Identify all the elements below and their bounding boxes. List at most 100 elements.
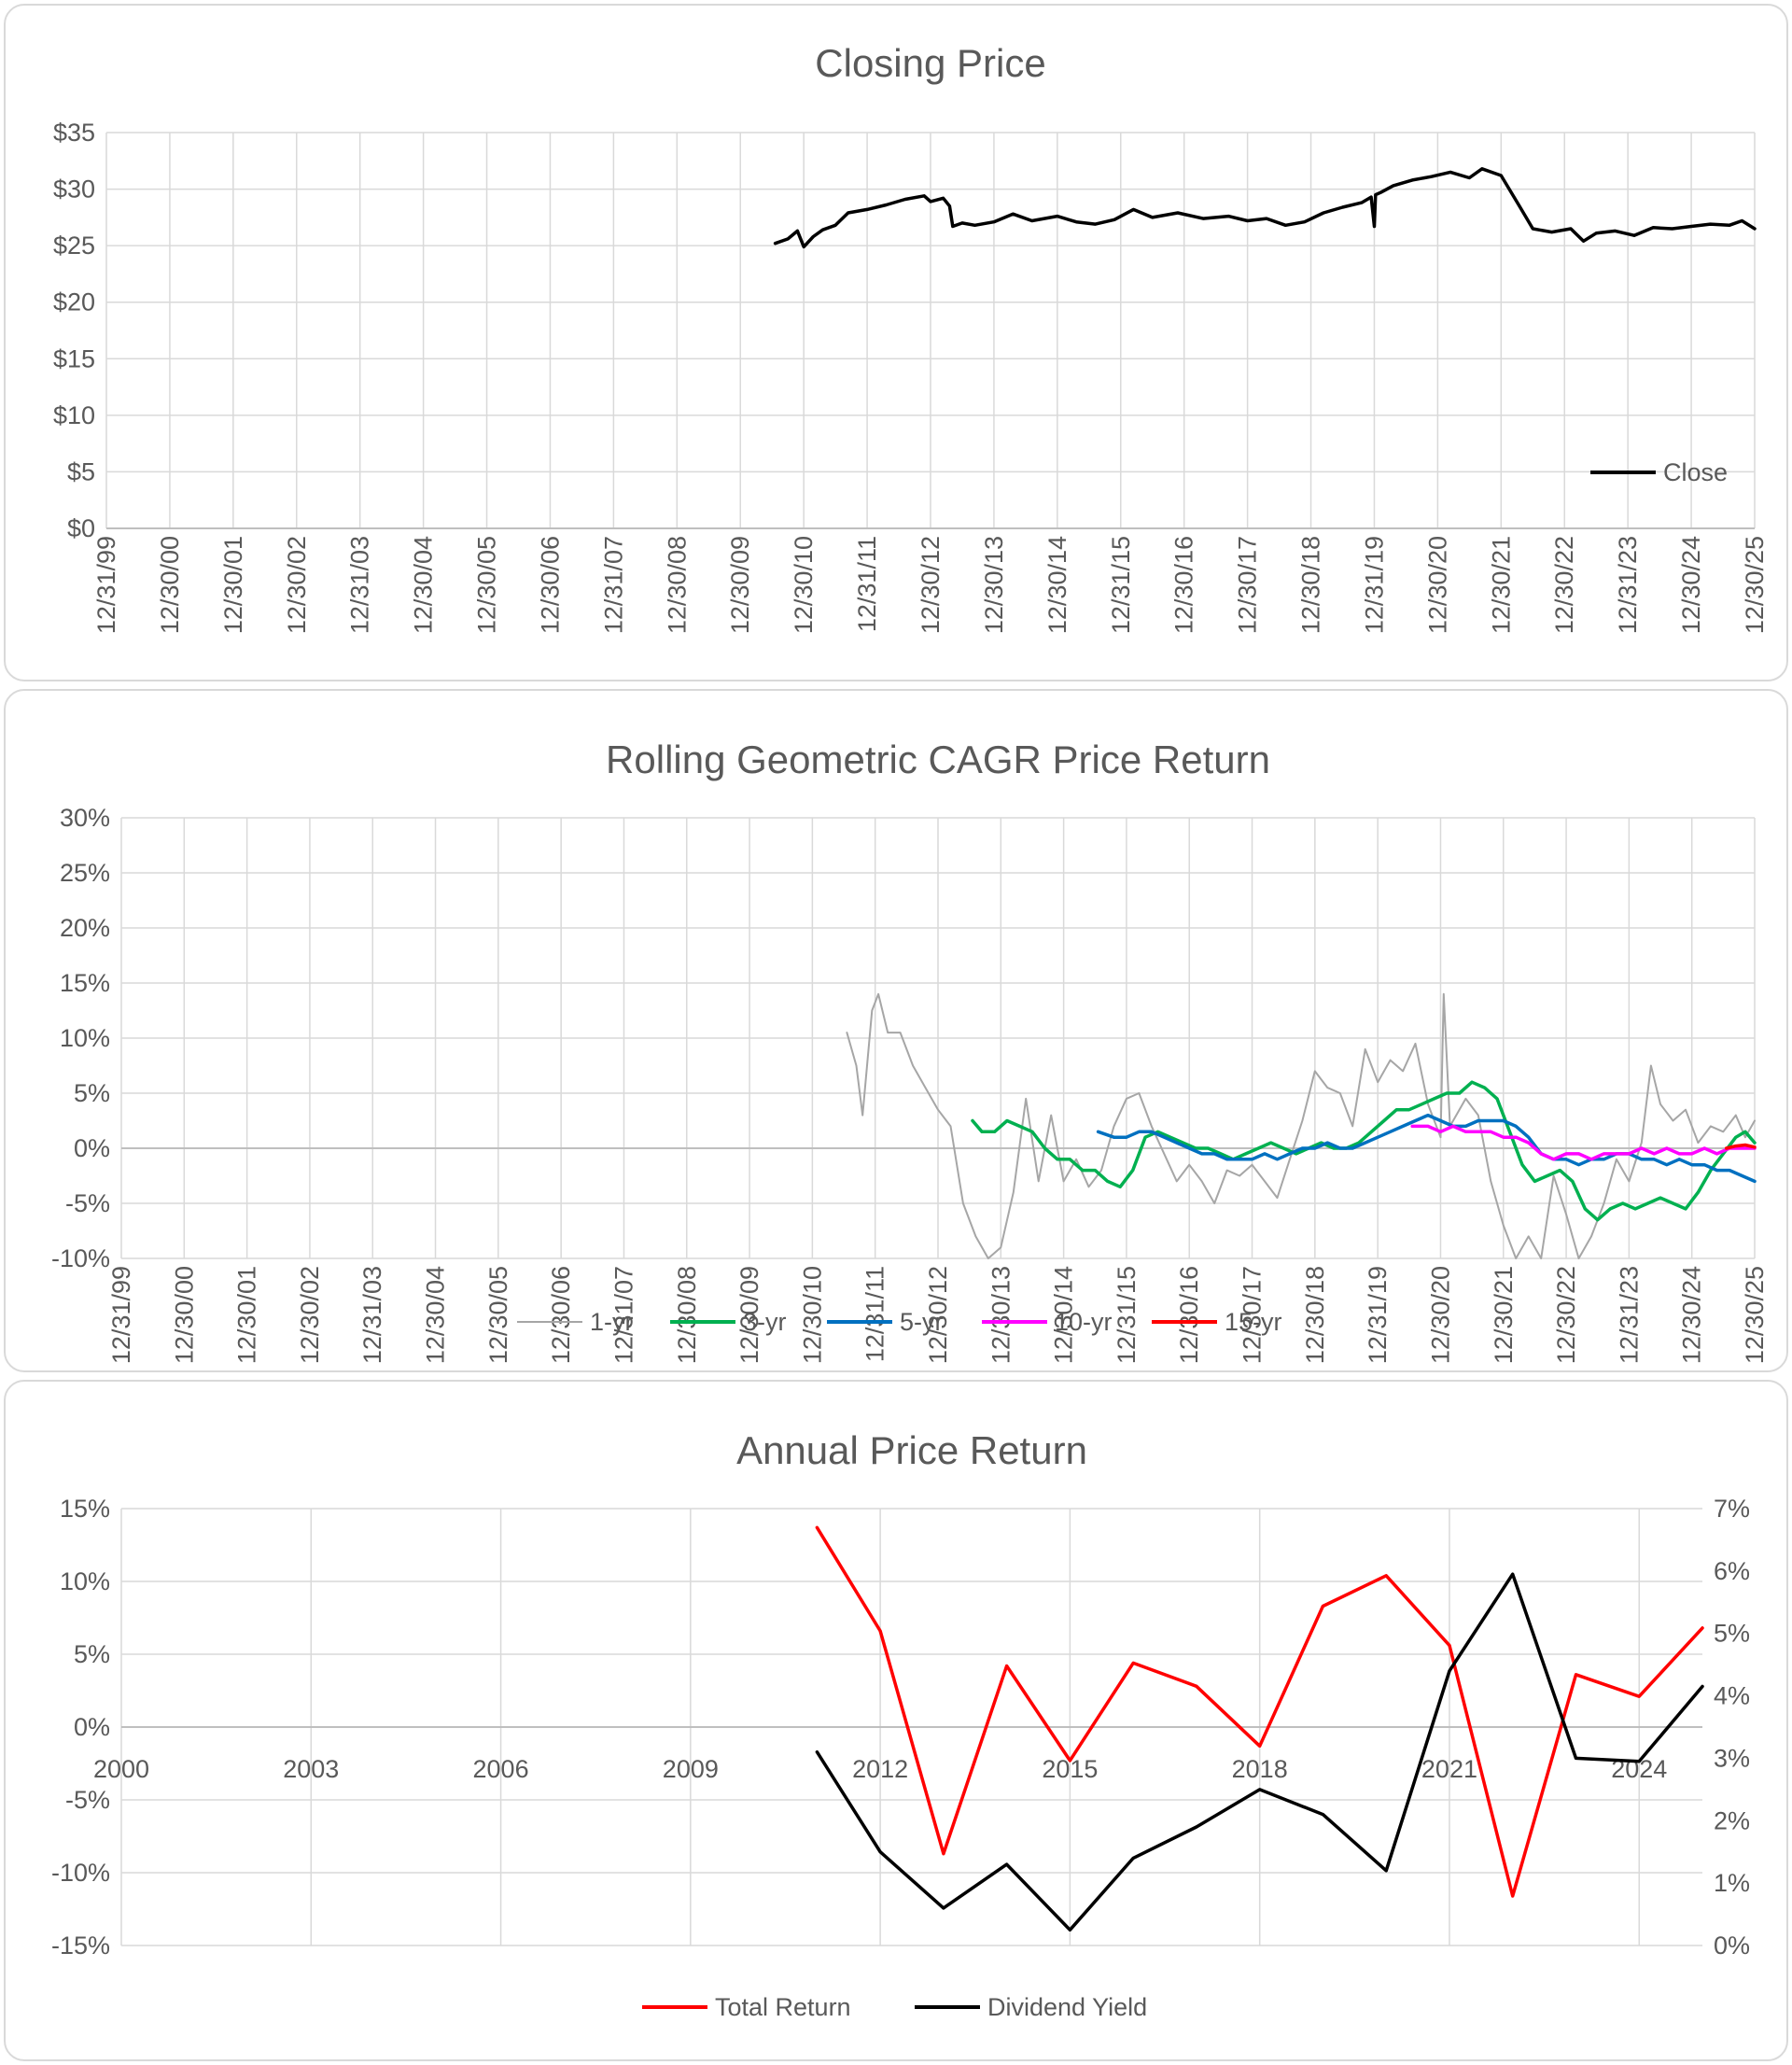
x-tick-label: 12/31/99	[92, 536, 120, 634]
x-tick-label: 12/30/17	[1234, 536, 1262, 634]
legend-label-1-yr: 1-yr	[590, 1308, 634, 1336]
y-tick-label: -15%	[51, 1932, 110, 1960]
x-tick-label: 12/30/08	[663, 536, 691, 634]
y-tick-label: 10%	[60, 1024, 110, 1052]
rolling-cagr-chart-panel: Rolling Geometric CAGR Price Return -10% -…	[4, 689, 1788, 1372]
chart-title: Rolling Geometric CAGR Price Return	[606, 738, 1270, 781]
series-line-1-yr	[846, 992, 1756, 1259]
x-tick-label: 12/31/23	[1614, 536, 1642, 634]
y-tick-label: $20	[53, 288, 95, 316]
x-tick-label: 12/30/00	[156, 536, 184, 634]
y-tick-label: -10%	[51, 1244, 110, 1272]
x-tick-label: 12/31/23	[1615, 1266, 1643, 1364]
x-tick-label: 12/31/15	[1113, 1266, 1141, 1364]
legend-label-15-yr: 15-yr	[1225, 1308, 1282, 1336]
x-tick-label: 12/30/17	[1239, 1266, 1267, 1364]
x-tick-label: 2000	[93, 1755, 149, 1783]
x-tick-label: 12/30/02	[296, 1266, 324, 1364]
closing-price-chart: Closing Price $0 $5 $10 $15 $20 $25 $30 $35 12/31…	[53, 41, 1769, 634]
x-tick-label: 12/30/14	[1050, 1266, 1078, 1364]
y-tick-label: -10%	[51, 1859, 110, 1887]
x-tick-label: 12/30/00	[170, 1266, 198, 1364]
y-tick-label: 0%	[74, 1713, 110, 1741]
x-tick-label: 12/30/05	[473, 536, 501, 634]
legend-label-10-yr: 10-yr	[1055, 1308, 1113, 1336]
rolling-cagr-chart: Rolling Geometric CAGR Price Return -10% -…	[51, 738, 1769, 1364]
x-tick-label: 12/30/25	[1741, 1266, 1769, 1364]
x-tick-label: 12/30/13	[987, 1266, 1015, 1364]
x-tick-label: 2003	[283, 1755, 339, 1783]
y-tick-label: 20%	[60, 914, 110, 942]
series-line-close	[773, 167, 1757, 249]
y-tick-label: 30%	[60, 804, 110, 832]
y2-tick-label: 6%	[1714, 1557, 1750, 1585]
y2-tick-label: 1%	[1714, 1869, 1750, 1897]
x-tick-label: 12/30/22	[1550, 536, 1578, 634]
y-tick-label: $10	[53, 401, 95, 429]
x-tick-label: 12/31/03	[358, 1266, 386, 1364]
series-line-total-return	[815, 1525, 1704, 1898]
chart-title: Closing Price	[815, 41, 1045, 85]
x-tick-label: 12/30/24	[1677, 536, 1705, 634]
x-tick-label: 2006	[473, 1755, 529, 1783]
x-tick-label: 12/30/18	[1297, 536, 1325, 634]
legend-label-dividend-yield: Dividend Yield	[987, 1993, 1147, 2021]
legend-label-5-yr: 5-yr	[900, 1308, 944, 1336]
y-tick-label: 15%	[60, 1495, 110, 1523]
x-tick-label: 12/30/16	[1170, 536, 1198, 634]
y2-tick-label: 2%	[1714, 1806, 1750, 1834]
x-tick-label: 12/30/06	[547, 1266, 575, 1364]
y2-tick-label: 3%	[1714, 1744, 1750, 1772]
x-tick-label: 12/30/04	[410, 536, 438, 634]
x-tick-label: 12/31/19	[1364, 1266, 1392, 1364]
x-tick-label: 12/30/01	[219, 536, 247, 634]
x-tick-label: 12/30/13	[980, 536, 1008, 634]
y-tick-label: 10%	[60, 1567, 110, 1595]
x-tick-label: 12/30/06	[536, 536, 564, 634]
y-tick-label: 25%	[60, 859, 110, 887]
y-tick-label: 5%	[74, 1640, 110, 1668]
y-tick-label: 5%	[74, 1079, 110, 1107]
y-tick-label: 0%	[74, 1134, 110, 1162]
series-line-3-yr	[971, 1080, 1757, 1222]
y2-tick-label: 0%	[1714, 1932, 1750, 1960]
y2-tick-label: 4%	[1714, 1682, 1750, 1710]
x-tick-label: 2018	[1232, 1755, 1288, 1783]
x-tick-label: 12/30/02	[283, 536, 311, 634]
x-tick-label: 12/30/09	[726, 536, 754, 634]
x-tick-label: 2021	[1421, 1755, 1477, 1783]
x-tick-label: 12/30/14	[1043, 536, 1071, 634]
legend-label-close: Close	[1663, 458, 1728, 486]
series-line-15-yr	[1724, 1143, 1757, 1150]
y2-tick-label: 5%	[1714, 1620, 1750, 1648]
y-tick-label: $0	[67, 514, 95, 542]
x-tick-label: 12/31/07	[609, 1266, 637, 1364]
x-tick-label: 12/30/08	[673, 1266, 701, 1364]
x-tick-label: 12/30/10	[790, 536, 818, 634]
x-tick-label: 12/30/24	[1678, 1266, 1706, 1364]
x-tick-label: 12/31/15	[1107, 536, 1135, 634]
x-tick-label: 12/30/21	[1487, 536, 1515, 634]
legend-label-total-return: Total Return	[715, 1993, 851, 2021]
series-line-dividend-yield	[815, 1572, 1704, 1932]
x-tick-label: 12/30/18	[1301, 1266, 1329, 1364]
x-tick-label: 12/31/03	[346, 536, 374, 634]
x-tick-label: 12/30/12	[917, 536, 945, 634]
series-line-5-yr	[1096, 1113, 1757, 1184]
annual-price-return-chart: Annual Price Return -15% -10% -5% 0% 5% 10% 15%…	[51, 1428, 1750, 2021]
x-tick-label: 2009	[663, 1755, 719, 1783]
x-tick-label: 12/30/12	[924, 1266, 952, 1364]
x-tick-label: 2012	[852, 1755, 908, 1783]
x-tick-label: 12/31/19	[1360, 536, 1388, 634]
y-tick-label: 15%	[60, 969, 110, 997]
x-tick-label: 12/30/20	[1426, 1266, 1454, 1364]
x-tick-label: 12/30/01	[233, 1266, 261, 1364]
y-tick-label: $35	[53, 119, 95, 147]
x-tick-label: 12/30/25	[1741, 536, 1769, 634]
x-tick-label: 12/30/16	[1175, 1266, 1203, 1364]
legend-label-3-yr: 3-yr	[743, 1308, 787, 1336]
x-tick-label: 12/31/07	[599, 536, 627, 634]
y-tick-label: $5	[67, 457, 95, 485]
y-tick-label: $15	[53, 344, 95, 372]
x-tick-label: 12/30/09	[735, 1266, 763, 1364]
